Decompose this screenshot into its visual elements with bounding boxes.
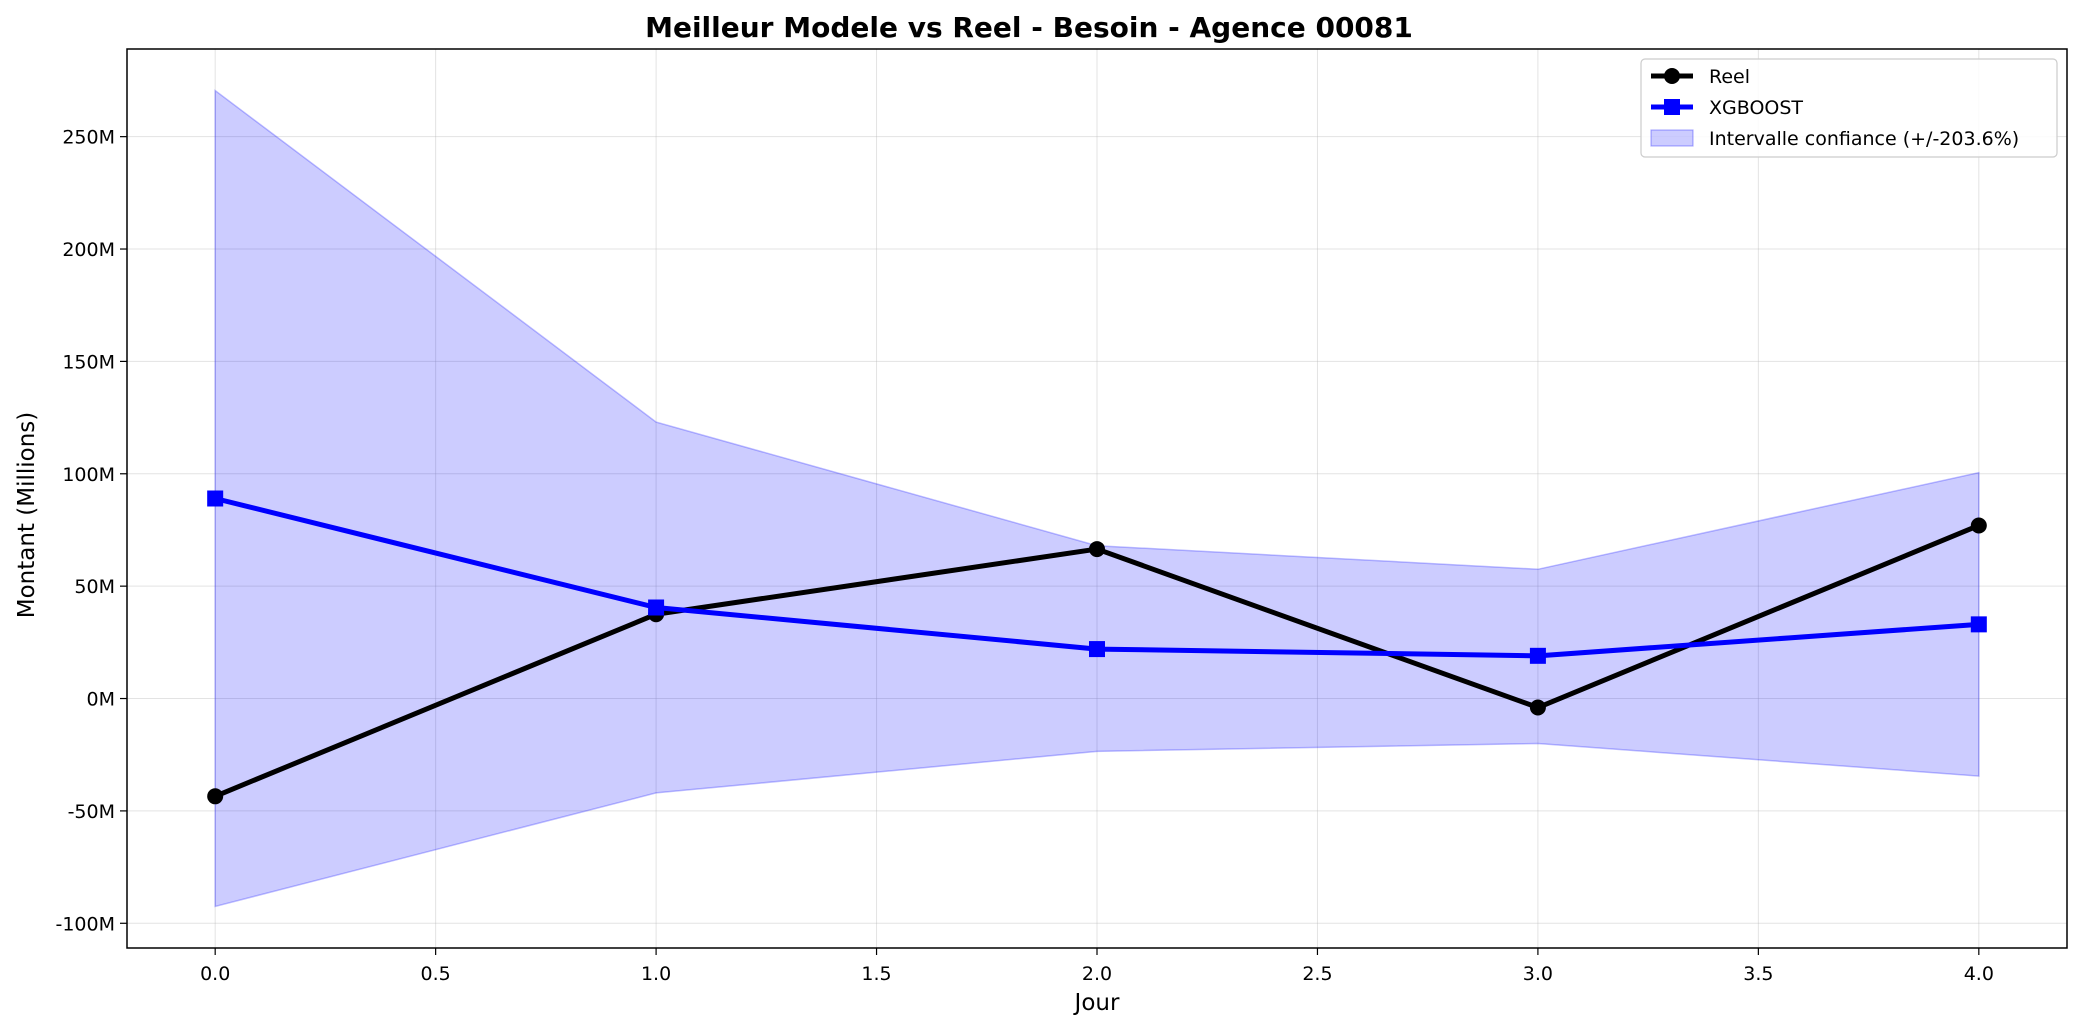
series-xgboost: [207, 490, 1987, 664]
legend-item: Intervalle confiance (+/-203.6%): [1650, 128, 2019, 150]
legend-box: [1640, 58, 2058, 158]
series-layer: [207, 490, 1987, 805]
data-point: [1529, 699, 1546, 716]
legend-swatch: [1650, 129, 1694, 147]
legend-marker: [1664, 99, 1680, 115]
data-point: [1970, 517, 1987, 534]
data-point: [648, 599, 665, 616]
x-tick-label: 0.0: [200, 963, 230, 985]
x-tick-label: 1.0: [641, 963, 671, 985]
legend-label: XGBOOST: [1709, 97, 1803, 119]
x-tick-label: 0.5: [421, 963, 451, 985]
data-point: [207, 490, 224, 507]
y-tick-label: 200M: [62, 239, 115, 261]
legend-marker: [1664, 68, 1680, 84]
x-tick-label: 4.0: [1964, 963, 1994, 985]
data-point: [1970, 616, 1987, 633]
y-tick-label: -100M: [55, 913, 115, 935]
data-point: [207, 788, 224, 805]
y-axis-label: Montant (Millions): [14, 412, 40, 619]
y-tick-label: 0M: [87, 689, 115, 711]
legend: Reel XGBOOST Intervalle confiance (+/-203.…: [1640, 58, 2058, 158]
data-point: [1089, 541, 1105, 558]
x-axis: 0.0 0.5 1.0 1.5 2.0 2.5 3.0 3.5 4.0: [200, 948, 1994, 985]
legend-label: Intervalle confiance (+/-203.6%): [1709, 128, 2019, 150]
y-tick-label: 150M: [62, 351, 115, 373]
data-point: [1529, 647, 1546, 664]
x-tick-label: 2.5: [1302, 963, 1332, 985]
x-tick-label: 3.5: [1743, 963, 1773, 985]
y-axis: -100M -50M 0M 50M 100M 150M 200M 250M: [55, 127, 127, 935]
y-tick-label: 250M: [62, 127, 115, 149]
x-tick-label: 2.0: [1082, 963, 1112, 985]
legend-item: XGBOOST: [1651, 97, 1803, 119]
chart-title: Meilleur Modele vs Reel - Besoin - Agenc…: [645, 11, 1413, 44]
legend-label: Reel: [1709, 66, 1750, 88]
data-point: [1089, 641, 1105, 658]
y-tick-label: -50M: [68, 801, 115, 823]
x-axis-label: Jour: [1073, 990, 1120, 1016]
y-tick-label: 50M: [74, 576, 115, 598]
y-tick-label: 100M: [62, 464, 115, 486]
x-tick-label: 3.0: [1523, 963, 1553, 985]
legend-item: Reel: [1651, 66, 1750, 88]
x-tick-label: 1.5: [861, 963, 891, 985]
